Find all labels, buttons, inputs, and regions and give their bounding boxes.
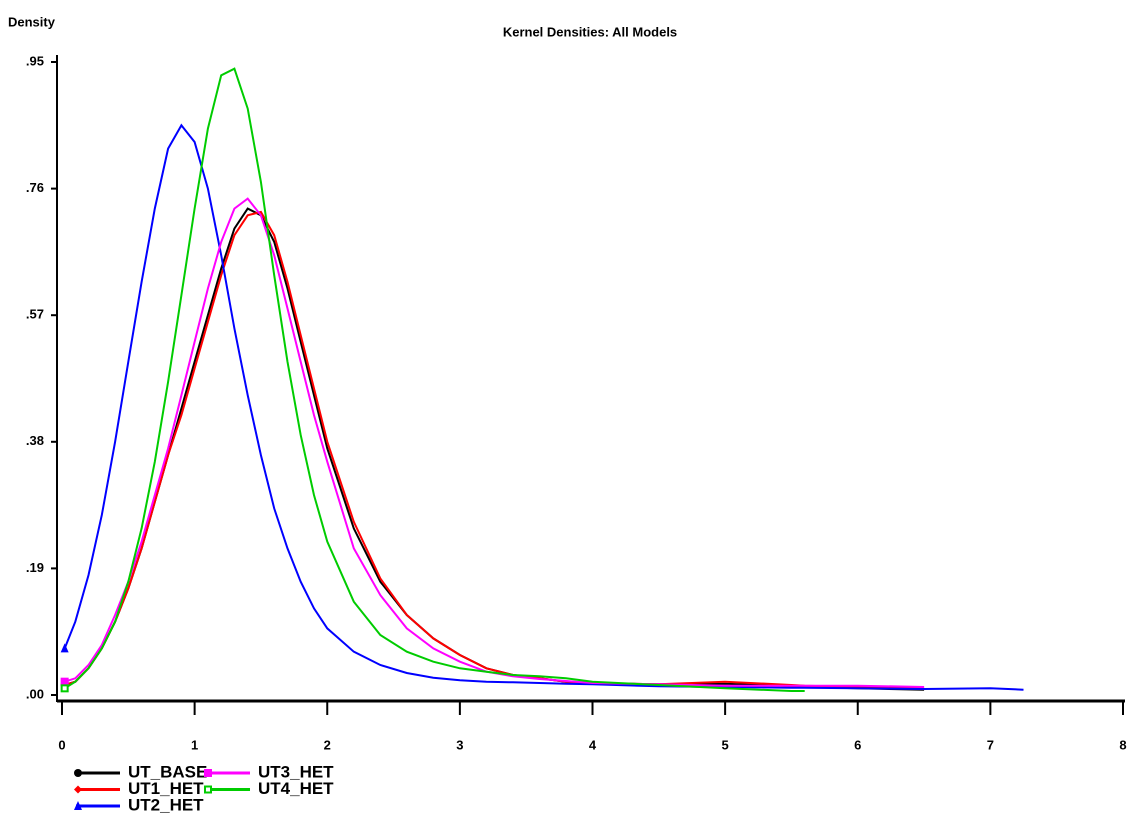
x-tick-label: 8	[1119, 737, 1126, 752]
x-tick-label: 4	[589, 737, 597, 752]
series-line	[64, 197, 925, 688]
marker	[60, 677, 69, 686]
marker	[204, 769, 212, 777]
marker	[60, 643, 69, 653]
legend-label: UT1_HET	[128, 779, 204, 798]
legend-label: UT4_HET	[258, 779, 334, 798]
legend-label: UT_BASE	[128, 762, 207, 781]
series-line	[64, 67, 805, 692]
marker	[204, 785, 212, 794]
legend-label: UT2_HET	[128, 795, 204, 814]
x-tick-label: 3	[456, 737, 463, 752]
series-line	[63, 123, 1024, 691]
marker	[74, 785, 82, 794]
y-tick-label: .76	[26, 180, 44, 195]
marker	[60, 684, 69, 693]
series-line	[64, 207, 925, 691]
x-tick-label: 5	[722, 737, 729, 752]
legend-label: UT3_HET	[258, 762, 334, 781]
x-tick-label: 2	[324, 737, 331, 752]
y-tick-label: .00	[26, 686, 44, 701]
y-tick-label: .19	[26, 560, 44, 575]
x-tick-label: 6	[854, 737, 861, 752]
y-tick-label: .95	[26, 53, 44, 68]
y-tick-label: .57	[26, 307, 44, 322]
y-tick-label: .38	[26, 433, 44, 448]
series-line	[64, 210, 925, 690]
chart-title: Kernel Densities: All Models	[503, 24, 677, 39]
x-tick-label: 0	[58, 737, 65, 752]
x-tick-label: 1	[191, 737, 198, 752]
marker	[74, 769, 82, 777]
marker	[74, 801, 82, 810]
y-axis-label: Density	[8, 14, 56, 29]
x-tick-label: 7	[987, 737, 994, 752]
